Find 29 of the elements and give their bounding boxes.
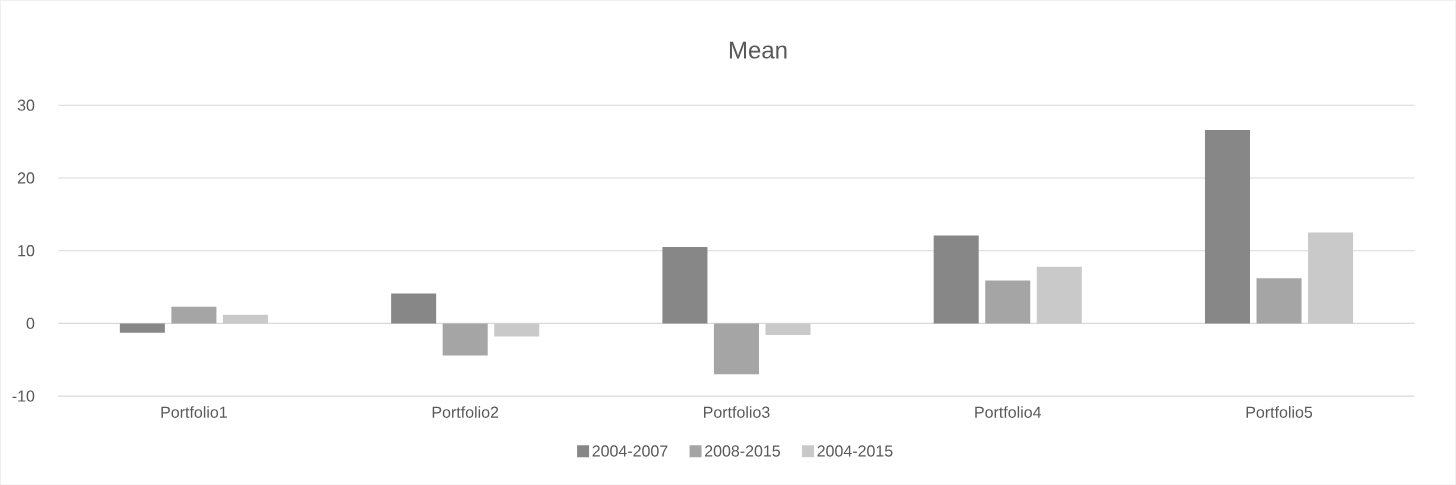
bar <box>119 323 165 333</box>
y-tick-label: -10 <box>12 390 35 402</box>
x-tick-label: Portfolio2 <box>432 405 499 418</box>
bar <box>494 323 540 337</box>
y-tick-label: 0 <box>26 317 35 329</box>
legend-label: 2004-2015 <box>817 445 893 457</box>
bar <box>985 280 1031 324</box>
bar <box>713 323 759 375</box>
bar <box>1308 232 1354 324</box>
y-tick-label: 10 <box>18 244 35 257</box>
x-tick-label: Portfolio4 <box>975 405 1042 418</box>
legend-label: 2004-2007 <box>592 445 668 457</box>
bar <box>933 235 979 324</box>
bar <box>222 314 268 324</box>
x-tick-label: Portfolio3 <box>703 405 770 418</box>
bar <box>1204 129 1250 324</box>
bar <box>171 306 217 324</box>
y-tick-label: 20 <box>17 172 35 184</box>
legend-label: 2008-2015 <box>705 445 780 457</box>
x-tick-label: Portfolio1 <box>161 405 227 418</box>
chart-title: Mean <box>729 41 787 59</box>
bar <box>391 293 437 324</box>
bar <box>442 323 488 356</box>
x-tick-label: Portfolio5 <box>1246 405 1313 418</box>
bar <box>1256 278 1302 324</box>
bar <box>765 323 811 335</box>
y-tick-label: 30 <box>17 99 35 111</box>
bar <box>1036 266 1082 324</box>
bar <box>662 246 708 324</box>
